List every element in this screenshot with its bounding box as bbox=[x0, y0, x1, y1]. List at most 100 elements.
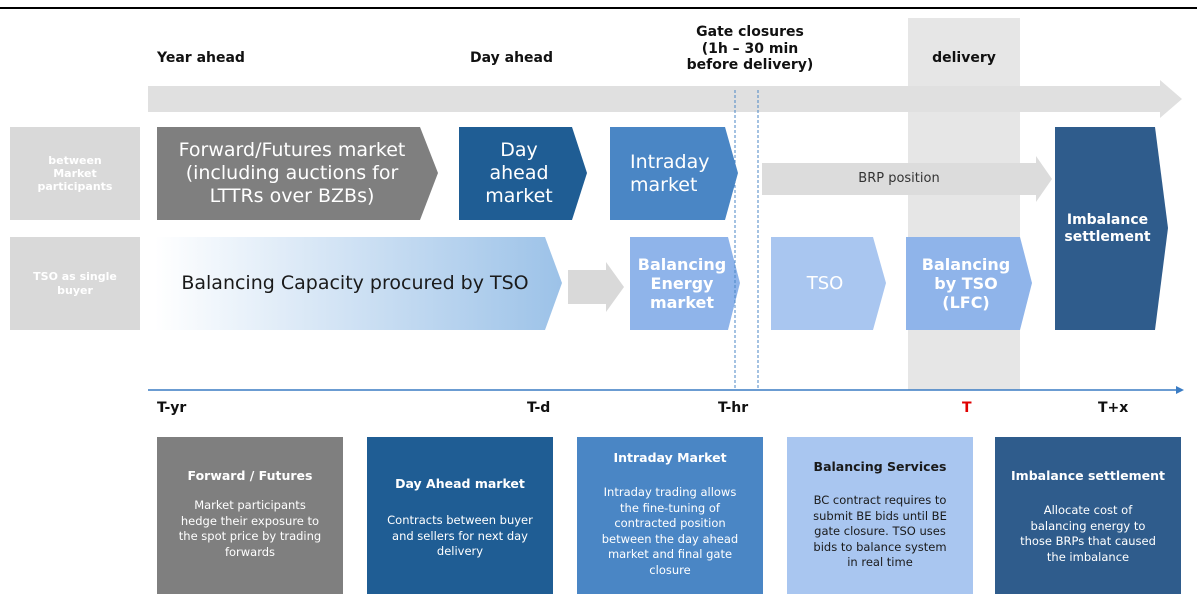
text-line: Balancing bbox=[921, 254, 1011, 274]
text-line: closure bbox=[649, 562, 691, 577]
text-line: Intraday bbox=[630, 150, 710, 173]
phase-label: Gate closures (1h – 30 min before delivery… bbox=[660, 20, 840, 78]
text-line: Energy bbox=[650, 273, 714, 293]
text-line: and sellers for next day bbox=[392, 528, 528, 543]
text-line: Imbalance bbox=[1066, 211, 1149, 228]
text-line: Forward/Futures market bbox=[178, 139, 406, 162]
card-title: Forward / Futures bbox=[187, 468, 313, 483]
card-box bbox=[787, 437, 973, 594]
timeline-label: T-yr bbox=[157, 399, 187, 416]
card-title: Day Ahead market bbox=[395, 476, 525, 491]
timeline-head bbox=[1176, 386, 1184, 394]
day-ahead-shape bbox=[459, 127, 587, 220]
text-line: Day bbox=[500, 139, 538, 162]
card-box bbox=[995, 437, 1181, 594]
text-line: delivery bbox=[436, 544, 484, 558]
text-line: (including auctions for bbox=[185, 162, 399, 185]
text-line: Allocate cost of bbox=[1043, 503, 1133, 517]
time-arrow bbox=[148, 80, 1182, 118]
phase-label: delivery bbox=[932, 49, 996, 66]
shape-label: Balancing Capacity procured by TSO bbox=[181, 272, 529, 295]
card: Intraday Market Intraday trading allows t… bbox=[577, 437, 763, 594]
phase-label: Year ahead bbox=[157, 49, 245, 66]
text-line: Contracts between buyer bbox=[387, 513, 533, 527]
tso-shape bbox=[771, 237, 886, 330]
timeline-label: T-hr bbox=[718, 399, 749, 416]
card: Forward / Futures Market participants hed… bbox=[157, 437, 343, 594]
phase-label: Day ahead bbox=[470, 49, 554, 66]
text-line: Intraday trading allows bbox=[603, 485, 737, 499]
text-line: (LFC) bbox=[942, 293, 990, 313]
text-line: market bbox=[630, 173, 698, 196]
forward-shape bbox=[157, 127, 438, 220]
delivery-column bbox=[908, 18, 1020, 390]
card-title: Imbalance settlement bbox=[1011, 468, 1165, 483]
text-line: contracted position bbox=[614, 516, 726, 530]
card-title: Intraday Market bbox=[613, 450, 727, 465]
card-body: Market participants hedge their exposure … bbox=[157, 498, 343, 560]
text-line: participants bbox=[37, 180, 113, 194]
row-label-box bbox=[10, 237, 140, 330]
shape-label: Day ahead market bbox=[459, 127, 579, 220]
text-line: submit BE bids until BE bbox=[813, 508, 947, 523]
shape-label: BRP position bbox=[858, 171, 940, 187]
row-label: TSO as single buyer bbox=[10, 237, 140, 330]
brp-arrow bbox=[762, 156, 1052, 202]
timeline-label: T bbox=[962, 399, 972, 416]
card-title: Balancing Services bbox=[813, 459, 947, 474]
text-line: balancing energy to bbox=[1030, 518, 1146, 533]
shape-label: Balancing Energy market bbox=[630, 237, 734, 330]
text-line: Market participants bbox=[194, 498, 306, 512]
shape-label: Forward/Futures market (including auction… bbox=[157, 127, 427, 220]
intraday-shape bbox=[610, 127, 738, 220]
text-line: (1h – 30 min bbox=[701, 40, 799, 57]
text-line: the imbalance bbox=[1046, 549, 1130, 564]
text-line: forwards bbox=[224, 544, 276, 559]
text-line: market bbox=[485, 184, 553, 207]
text-line: ahead bbox=[489, 162, 549, 185]
row-label: between Market participants bbox=[10, 127, 140, 220]
balancing-capacity-shape bbox=[155, 237, 562, 330]
text-line: hedge their exposure to bbox=[180, 513, 320, 528]
text-line: the spot price by trading bbox=[178, 529, 322, 543]
text-line: Gate closures bbox=[696, 23, 804, 40]
timeline-label: T+x bbox=[1098, 399, 1129, 416]
shape-label: Intraday market bbox=[610, 127, 730, 220]
shape-label: Balancing by TSO (LFC) bbox=[906, 237, 1026, 330]
text-line: by TSO bbox=[934, 273, 998, 293]
text-line: buyer bbox=[57, 283, 93, 297]
text-line: the fine-tuning of bbox=[620, 500, 720, 515]
text-line: market bbox=[649, 293, 715, 313]
row-label-box bbox=[10, 127, 140, 220]
card-box bbox=[157, 437, 343, 594]
text-line: LTTRs over BZBs) bbox=[209, 184, 375, 207]
text-line: Market bbox=[53, 166, 97, 180]
balancing-tso-shape bbox=[906, 237, 1032, 330]
balancing-energy-shape bbox=[630, 237, 740, 330]
text-line: bids to balance system bbox=[813, 539, 947, 554]
card: Balancing Services BC contract requires … bbox=[787, 437, 973, 594]
timeline-label: T-d bbox=[527, 399, 551, 416]
small-arrow bbox=[568, 262, 624, 312]
text-line: settlement bbox=[1064, 228, 1151, 245]
card-body: BC contract requires to submit BE bids un… bbox=[787, 493, 973, 571]
text-line: between the day ahead bbox=[601, 531, 739, 546]
text-line: between bbox=[48, 153, 102, 167]
text-line: TSO as single bbox=[33, 270, 117, 284]
text-line: in real time bbox=[847, 555, 913, 569]
card-body: Allocate cost of balancing energy to those… bbox=[995, 503, 1181, 565]
text-line: market and final gate bbox=[607, 547, 733, 561]
text-line: gate closure. TSO uses bbox=[814, 524, 946, 538]
shape-label: TSO bbox=[806, 272, 844, 294]
text-line: BC contract requires to bbox=[813, 493, 947, 507]
card: Imbalance settlement Allocate cost of bal… bbox=[995, 437, 1181, 594]
shape-label: Imbalance settlement bbox=[1055, 127, 1160, 330]
card-box bbox=[577, 437, 763, 594]
text-line: Balancing bbox=[637, 254, 727, 274]
card: Day Ahead market Contracts between buyer… bbox=[367, 437, 553, 594]
card-body: Intraday trading allows the fine-tuning o… bbox=[577, 485, 763, 578]
card-body: Contracts between buyer and sellers for n… bbox=[367, 513, 553, 560]
imbalance-shape bbox=[1055, 127, 1168, 330]
